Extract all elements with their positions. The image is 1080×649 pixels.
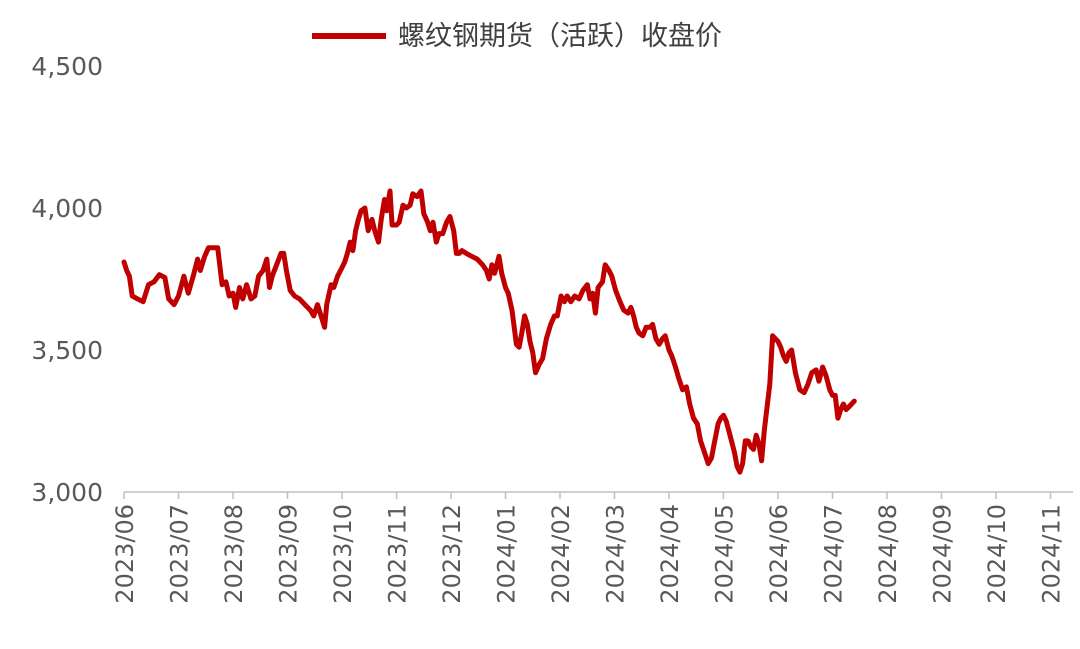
x-tick-label: 2024/05 — [711, 504, 739, 604]
x-tick-label: 2024/08 — [874, 504, 902, 604]
x-axis: 2023/06 2023/07 2023/08 2023/09 2023/10 2023/… — [111, 491, 1073, 604]
x-tick-label: 2024/11 — [1038, 504, 1066, 604]
x-tick-label: 2024/02 — [547, 504, 575, 604]
x-tick-label: 2023/12 — [438, 504, 466, 604]
x-tick-label: 2024/03 — [602, 504, 630, 604]
x-tick-label: 2023/09 — [275, 504, 303, 604]
x-tick-label: 2023/11 — [384, 504, 412, 604]
plot-area — [121, 188, 857, 475]
x-tick-label: 2024/01 — [493, 504, 521, 604]
legend-label: 螺纹钢期货（活跃）收盘价 — [398, 21, 722, 52]
x-tick-label: 2023/10 — [329, 504, 357, 604]
y-axis: 3,000 3,500 4,000 4,500 — [31, 52, 103, 507]
y-tick-label: 3,000 — [31, 478, 103, 507]
chart-legend: 螺纹钢期货（活跃）收盘价 — [312, 21, 722, 52]
x-tick-label: 2024/07 — [820, 504, 848, 604]
x-tick-label: 2023/07 — [166, 504, 194, 604]
y-tick-label: 4,000 — [31, 194, 103, 223]
x-tick-label: 2024/10 — [983, 504, 1011, 604]
x-tick-label: 2024/06 — [765, 504, 793, 604]
x-tick-label: 2023/08 — [220, 504, 248, 604]
y-tick-label: 4,500 — [31, 52, 103, 81]
x-tick-label: 2024/09 — [929, 504, 957, 604]
x-tick-label: 2024/04 — [656, 504, 684, 604]
y-tick-label: 3,500 — [31, 336, 103, 365]
series-line — [121, 188, 857, 475]
x-tick-label: 2023/06 — [111, 504, 139, 604]
